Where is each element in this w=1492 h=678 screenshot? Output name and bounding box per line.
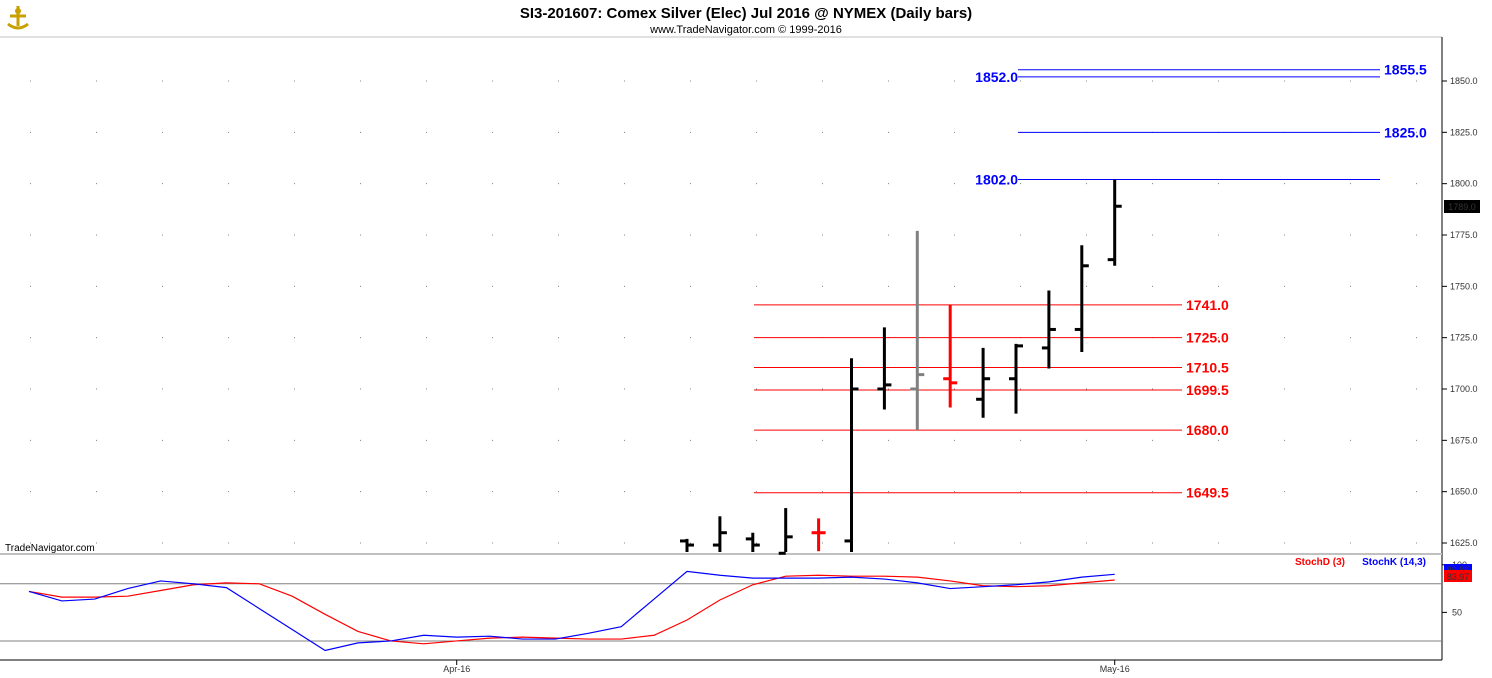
price-bar — [1041, 290, 1056, 369]
stochastic-pane — [0, 570, 1442, 652]
time-axis-tick-label: May-16 — [1100, 664, 1130, 674]
support-label: 1699.5 — [1186, 382, 1229, 398]
last-price-badge — [1444, 200, 1480, 213]
price-axis-tick-label: 1625.0 — [1450, 538, 1478, 548]
price-bar — [910, 230, 925, 431]
price-bar — [1009, 343, 1023, 414]
time-axis: Apr-16 May-16 — [443, 660, 1130, 674]
watermark-text: TradeNavigator.com — [5, 543, 95, 554]
chart-title: SI3-201607: Comex Silver (Elec) Jul 2016… — [520, 5, 972, 22]
resistance-label: 1825.0 — [1384, 124, 1427, 140]
legend-stochk: StochK (14,3) — [1362, 557, 1426, 568]
resistance-label: 1852.0 — [975, 69, 1018, 85]
stochk-value-badge — [1444, 564, 1472, 575]
title-bar — [0, 0, 1492, 37]
price-axis-tick-label: 1800.0 — [1450, 179, 1478, 189]
price-bar — [943, 304, 958, 408]
price-bar — [844, 358, 859, 552]
support-label: 1680.0 — [1186, 422, 1229, 438]
price-bar — [1074, 245, 1089, 353]
stochd-value-badge — [1444, 570, 1472, 582]
price-axis-tick-label: 1775.0 — [1450, 230, 1478, 240]
support-label: 1710.5 — [1186, 359, 1229, 375]
resistance-label: 1855.5 — [1384, 62, 1427, 78]
price-axis-tick-label: 1850.0 — [1450, 76, 1478, 86]
price-bar — [712, 516, 727, 552]
price-bar — [778, 508, 793, 555]
stoch-axis-tick-label: 50 — [1452, 607, 1462, 617]
stochk-line — [28, 570, 1115, 652]
support-label: 1741.0 — [1186, 297, 1229, 313]
price-axis-tick-label: 1750.0 — [1450, 281, 1478, 291]
chart-subtitle: www.TradeNavigator.com © 1999-2016 — [649, 24, 842, 36]
price-bars — [680, 179, 1122, 555]
price-bar — [877, 327, 892, 410]
price-bar — [1107, 179, 1122, 266]
price-axis-tick-label: 1650.0 — [1450, 487, 1478, 497]
support-label: 1649.5 — [1186, 485, 1229, 501]
stochd-line — [28, 574, 1115, 645]
price-bar — [811, 518, 826, 552]
price-bar — [745, 532, 760, 552]
legend-stochd: StochD (3) — [1295, 557, 1345, 568]
price-bar — [976, 347, 991, 418]
stochd-value-label: 83.97 — [1447, 572, 1470, 582]
price-axis-tick-label: 1825.0 — [1450, 127, 1478, 137]
last-price-label: 1789.0 — [1448, 202, 1476, 212]
level-lines: 1855.5 1852.0 1825.0 1802.0 1741.0 1725.0 1710… — [754, 62, 1427, 501]
price-axis-tick-label: 1700.0 — [1450, 384, 1478, 394]
price-bar — [680, 538, 694, 552]
price-axis-tick-label: 1675.0 — [1450, 435, 1478, 445]
time-axis-tick-label: Apr-16 — [443, 664, 470, 674]
resistance-label: 1802.0 — [975, 172, 1018, 188]
support-label: 1725.0 — [1186, 330, 1229, 346]
price-axis-tick-label: 1725.0 — [1450, 333, 1478, 343]
ship-wheel-icon[interactable] — [5, 4, 31, 31]
